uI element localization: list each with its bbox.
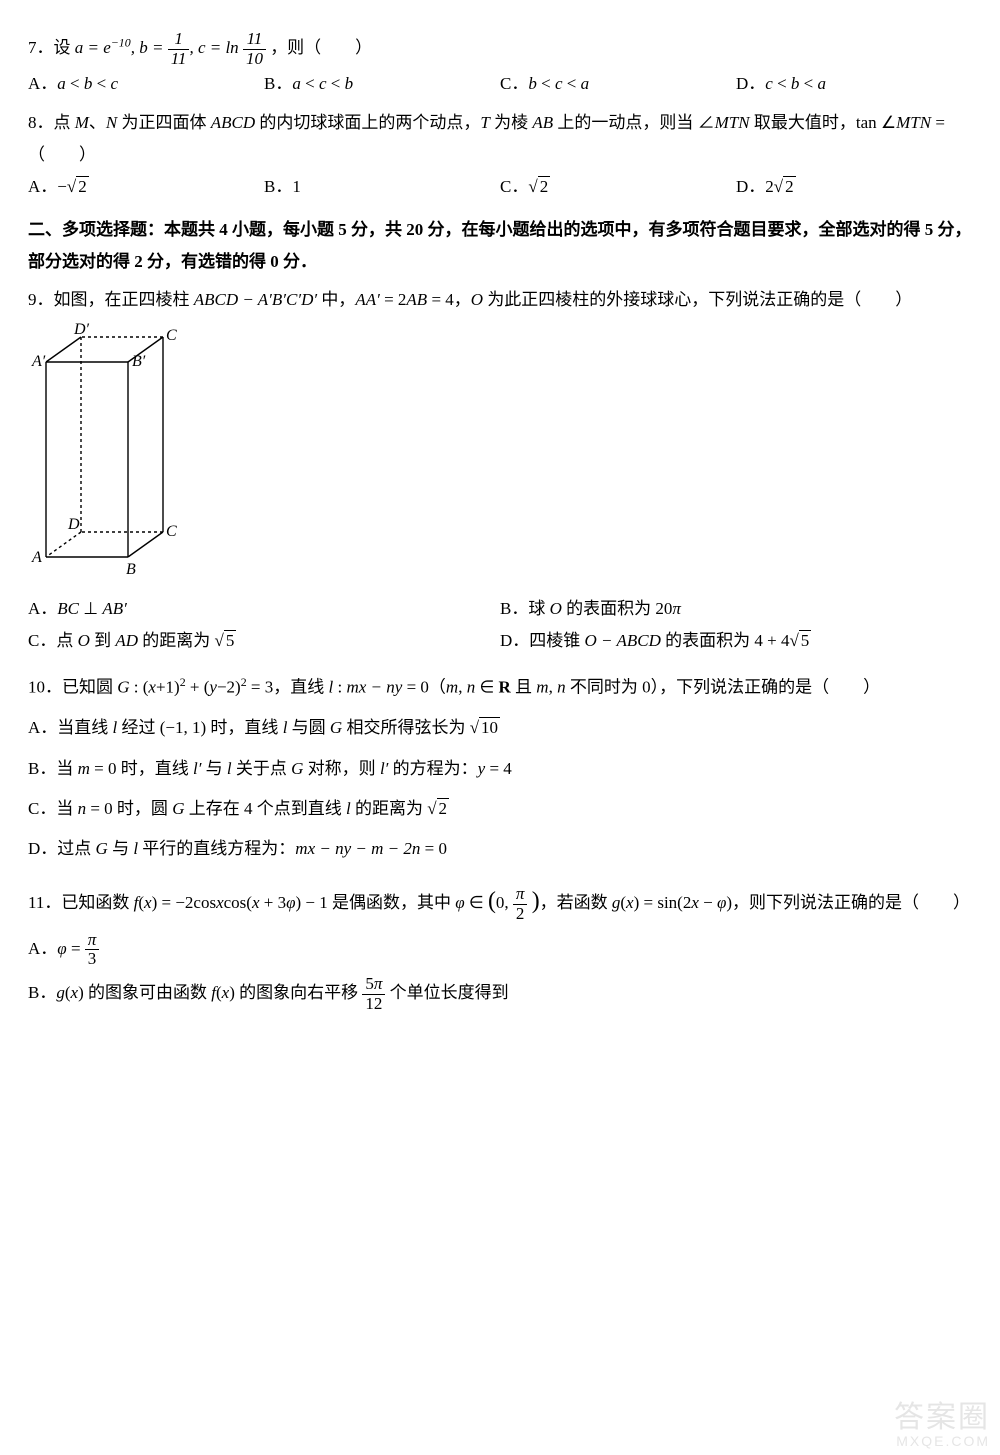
q11-optB: B．g(x) 的图象可由函数 f(x) 的图象向右平移 5π12 个单位长度得到 [28, 975, 972, 1013]
q7-prefix: 7．设 [28, 38, 75, 57]
q8-optC: C．√2 [500, 171, 736, 203]
q9-options-row2: C．点 O 到 AD 的距离为 √5 D．四棱锥 O − ABCD 的表面积为 … [28, 625, 972, 657]
q7-optA: A．a < b < c [28, 68, 264, 100]
svg-text:A: A [31, 549, 42, 566]
q7-suffix: ，则（ ） [270, 38, 372, 57]
q9-options-row1: A．BC ⊥ AB′ B．球 O 的表面积为 20π [28, 593, 972, 625]
q7-optB: B．a < c < b [264, 68, 500, 100]
q7-stem: 7．设 a = e−10, b = 111, c = ln 1110 ，则（ ） [28, 30, 972, 68]
q11-optA: A．φ = π3 [28, 931, 972, 969]
q7-math: a = e−10, b = 111, c = ln 1110 [75, 38, 270, 57]
q11-stem: 11．已知函数 f(x) = −2cosxcos(x + 3φ) − 1 是偶函… [28, 879, 972, 924]
watermark-main: 答案圈 [894, 1401, 990, 1434]
q8-options: A．−√2 B．1 C．√2 D．2√2 [28, 171, 972, 203]
svg-text:B: B [126, 561, 136, 577]
svg-text:B′: B′ [132, 353, 146, 370]
q7-optD: D．c < b < a [736, 68, 972, 100]
watermark-sub: MXQE.COM [894, 1434, 990, 1449]
q7-optC: C．b < c < a [500, 68, 736, 100]
svg-text:C: C [166, 523, 177, 540]
q10-stem: 10．已知圆 G : (x+1)2 + (y−2)2 = 3，直线 l : mx… [28, 671, 972, 704]
q8-optD: D．2√2 [736, 171, 972, 203]
svg-text:A′: A′ [31, 353, 46, 370]
svg-text:D: D [67, 516, 80, 533]
q10-optD: D．过点 G 与 l 平行的直线方程为：mx − ny − m − 2n = 0 [28, 833, 972, 865]
q9-optB: B．球 O 的表面积为 20π [500, 593, 972, 625]
q8-stem: 8．点 M、N 为正四面体 ABCD 的内切球球面上的两个动点，T 为棱 AB … [28, 107, 972, 172]
watermark: 答案圈 MXQE.COM [894, 1401, 990, 1449]
q9-figure: D′ C′ A′ B′ C A B D [28, 322, 178, 577]
q10-optC: C．当 n = 0 时，圆 G 上存在 4 个点到直线 l 的距离为 √2 [28, 793, 972, 825]
q9-optD: D．四棱锥 O − ABCD 的表面积为 4 + 4√5 [500, 625, 972, 657]
section2-header: 二、多项选择题：本题共 4 小题，每小题 5 分，共 20 分，在每小题给出的选… [28, 214, 972, 279]
q8-optB: B．1 [264, 171, 500, 203]
q9-optC: C．点 O 到 AD 的距离为 √5 [28, 625, 500, 657]
q9-optA: A．BC ⊥ AB′ [28, 593, 500, 625]
q8-optA: A．−√2 [28, 171, 264, 203]
svg-text:D′: D′ [73, 322, 90, 338]
q10-optA: A．当直线 l 经过 (−1, 1) 时，直线 l 与圆 G 相交所得弦长为 √… [28, 712, 972, 744]
q10-optB: B．当 m = 0 时，直线 l′ 与 l 关于点 G 对称，则 l′ 的方程为… [28, 753, 972, 785]
q7-options: A．a < b < c B．a < c < b C．b < c < a D．c … [28, 68, 972, 100]
svg-text:C′: C′ [166, 327, 178, 344]
q9-stem: 9．如图，在正四棱柱 ABCD − A′B′C′D′ 中，AA′ = 2AB =… [28, 284, 972, 316]
